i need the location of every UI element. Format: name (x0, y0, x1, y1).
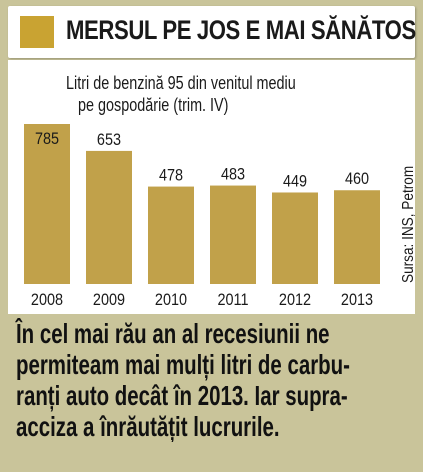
data-label-2008: 785 (35, 130, 59, 148)
bar-2012 (272, 192, 318, 284)
data-label-2010: 478 (159, 167, 183, 185)
bar-2013 (334, 190, 380, 284)
caption-line-2: permiteam mai mulți litri de carbu- (16, 349, 350, 380)
data-label-2009: 653 (97, 131, 121, 149)
accent-square (20, 16, 54, 48)
bar-2009 (86, 150, 132, 284)
data-label-2011: 483 (221, 166, 245, 184)
x-tick-2010: 2010 (155, 291, 187, 309)
bar-2010 (148, 186, 194, 284)
caption: În cel mai rău an al recesiunii ne permi… (16, 318, 396, 442)
data-label-2012: 449 (283, 172, 307, 190)
bar-2011 (210, 185, 256, 284)
bar-2008 (24, 124, 70, 284)
caption-line-1: În cel mai rău an al recesiunii ne (16, 318, 330, 349)
chart-title-line-2: pe gospodărie (trim. IV) (78, 95, 229, 115)
caption-line-4: acciza a înrăutățit lucrurile. (16, 411, 280, 442)
source-note: Sursa: INS, Petrom (400, 165, 417, 283)
header-bar: MERSUL PE JOS E MAI SĂNĂTOS (8, 6, 416, 58)
x-tick-2012: 2012 (279, 291, 311, 309)
data-label-2013: 460 (345, 170, 369, 188)
x-tick-2008: 2008 (31, 291, 63, 309)
chart-title-line-1: Litri de benzină 95 din venitul mediu (66, 73, 296, 93)
caption-line-3: ranți auto decât în 2013. Iar supra- (16, 380, 348, 411)
x-tick-2011: 2011 (217, 291, 248, 309)
x-tick-2009: 2009 (93, 291, 125, 309)
x-tick-2013: 2013 (341, 291, 373, 309)
chart-title: Litri de benzină 95 din venitul mediu pe… (66, 72, 306, 116)
